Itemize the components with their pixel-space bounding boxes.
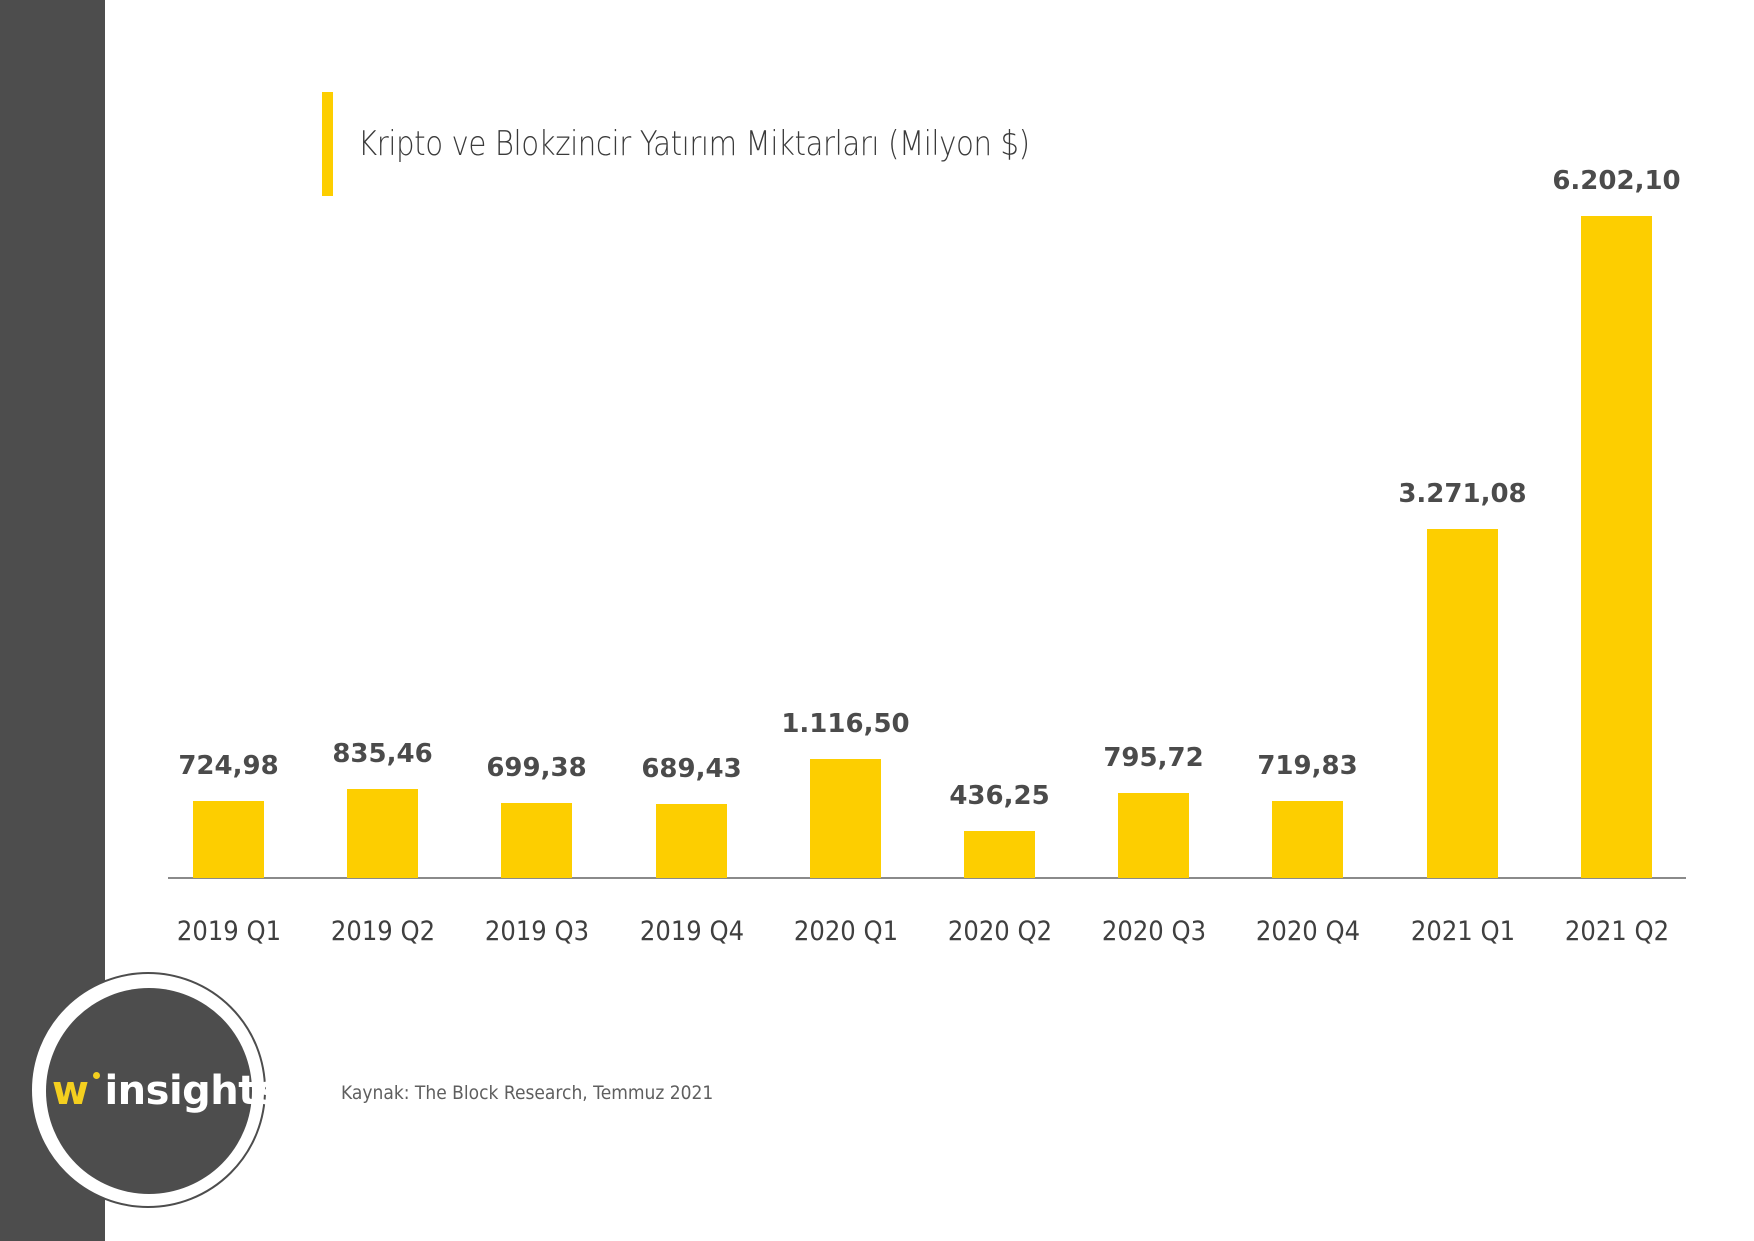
value-label: 3.271,08 bbox=[1398, 479, 1527, 509]
title-accent-bar bbox=[322, 92, 333, 196]
value-label: 795,72 bbox=[1103, 743, 1204, 773]
bar bbox=[964, 831, 1035, 878]
category-label: 2020 Q4 bbox=[1255, 916, 1360, 947]
value-label: 436,25 bbox=[949, 781, 1050, 811]
bar bbox=[347, 789, 418, 878]
value-label: 699,38 bbox=[486, 753, 587, 783]
bar bbox=[501, 803, 572, 878]
value-label: 689,43 bbox=[641, 754, 742, 784]
bar bbox=[1427, 529, 1498, 878]
category-label: 2019 Q2 bbox=[330, 916, 435, 947]
category-label: 2020 Q2 bbox=[947, 916, 1052, 947]
category-label: 2019 Q3 bbox=[484, 916, 589, 947]
logo-insights: insights bbox=[104, 1068, 281, 1114]
category-label: 2020 Q1 bbox=[793, 916, 898, 947]
winsights-logo: w insights bbox=[52, 1068, 281, 1114]
x-axis-line bbox=[168, 877, 1686, 879]
logo-w: w bbox=[52, 1068, 89, 1114]
category-label: 2019 Q1 bbox=[176, 916, 281, 947]
value-label: 719,83 bbox=[1257, 751, 1358, 781]
bar bbox=[1118, 793, 1189, 878]
category-label: 2020 Q3 bbox=[1101, 916, 1206, 947]
bar bbox=[1581, 216, 1652, 878]
source-note: Kaynak: The Block Research, Temmuz 2021 bbox=[341, 1082, 714, 1104]
value-label: 835,46 bbox=[332, 739, 433, 769]
bar bbox=[656, 804, 727, 878]
category-label: 2021 Q1 bbox=[1410, 916, 1515, 947]
chart-title: Kripto ve Blokzincir Yatırım Miktarları … bbox=[358, 124, 1030, 164]
value-label: 1.116,50 bbox=[781, 709, 910, 739]
logo-dot-icon bbox=[93, 1072, 101, 1079]
bar bbox=[193, 801, 264, 878]
bar bbox=[810, 759, 881, 878]
bar-chart: 724,98 2019 Q1 835,46 2019 Q2 699,38 2019 Q3 6… bbox=[168, 166, 1686, 947]
category-label: 2021 Q2 bbox=[1564, 916, 1669, 947]
value-label: 724,98 bbox=[178, 751, 279, 781]
logo-disc bbox=[46, 988, 252, 1194]
category-label: 2019 Q4 bbox=[639, 916, 744, 947]
bar bbox=[1272, 801, 1343, 878]
value-label: 6.202,10 bbox=[1552, 166, 1681, 196]
